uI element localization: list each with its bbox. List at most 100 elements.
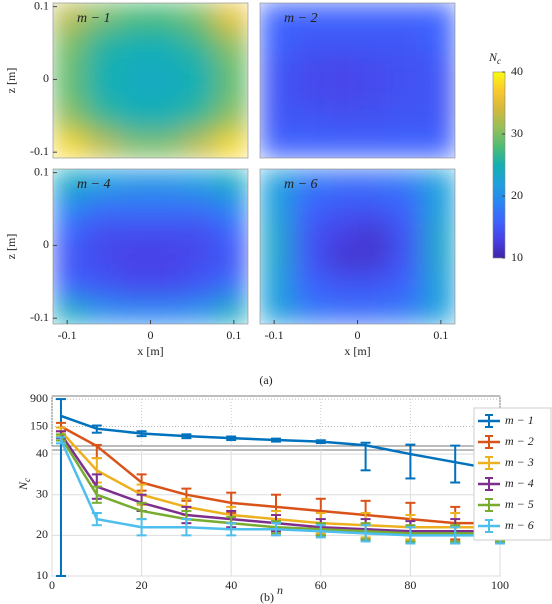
heatmap-cell <box>215 220 248 247</box>
heatmap-cell <box>292 272 326 299</box>
heatmap-cell <box>118 246 151 273</box>
x-axis-label: n <box>277 583 283 597</box>
heatmap-cell <box>215 106 248 133</box>
heatmap-cell <box>325 298 358 324</box>
heatmap-cell <box>85 169 119 196</box>
heatmap-cell <box>85 80 119 107</box>
y-tick-label: 20 <box>36 527 48 541</box>
panel-title: m − 4 <box>77 177 111 192</box>
heatmap-cell <box>292 246 326 273</box>
legend-label: m − 4 <box>505 476 534 490</box>
panel-frame <box>259 2 456 159</box>
panel-frame <box>52 2 249 159</box>
heatmap-cell <box>150 194 184 222</box>
label-main: N <box>16 481 30 491</box>
panel-title: m − 2 <box>284 11 318 26</box>
heatmap-cell <box>260 194 293 222</box>
heatmap-cell <box>422 28 455 56</box>
colorbar-tick-label: 40 <box>511 64 523 78</box>
heatmap-cell <box>150 298 184 324</box>
y-tick-label: 150 <box>30 418 48 432</box>
y-tick-label: -0.1 <box>30 144 49 158</box>
heatmap-cell <box>357 106 391 133</box>
heatmap-cell <box>325 3 358 30</box>
heatmap-cell <box>390 54 423 81</box>
x-tick-label: 0.1 <box>226 328 241 342</box>
heatmap-cell <box>260 272 293 299</box>
caption: (b) <box>260 590 274 604</box>
heatmap-cell <box>183 298 216 324</box>
colorbar <box>492 71 506 259</box>
heatmap-cell <box>150 3 184 30</box>
y-tick-label: 30 <box>36 486 48 500</box>
heatmap-cell <box>150 54 184 81</box>
y-tick-label: 900 <box>30 391 48 405</box>
heatmap-cell <box>118 272 151 299</box>
heatmap-cell <box>183 194 216 222</box>
y-tick-label: 0.1 <box>34 164 49 178</box>
heatmap-cell <box>53 80 86 107</box>
colorbar-tick-label: 30 <box>511 126 523 140</box>
heatmap-cell <box>183 246 216 273</box>
legend-label: m − 2 <box>505 434 534 448</box>
heatmap-cell <box>292 54 326 81</box>
heatmap-cell <box>85 220 119 247</box>
error-bar <box>271 437 281 443</box>
legend-box <box>473 407 552 541</box>
heatmap-cell <box>183 272 216 299</box>
heatmap-cell <box>215 169 248 196</box>
heatmap-cells <box>260 3 455 158</box>
error-bar <box>136 518 147 537</box>
heatmap-cell <box>390 246 423 273</box>
heatmap-cell <box>53 54 86 81</box>
heatmap-cell <box>215 246 248 273</box>
error-bar <box>315 439 326 445</box>
heatmap-cell <box>390 106 423 133</box>
heatmap-cell <box>325 272 358 299</box>
heatmap-cell <box>390 169 423 196</box>
heatmap-cell <box>422 3 455 30</box>
heatmap-cell <box>183 54 216 81</box>
heatmap-cell <box>390 80 423 107</box>
legend-label: m − 6 <box>505 518 534 532</box>
heatmap-cell <box>53 272 86 299</box>
heatmap-cell <box>422 298 455 324</box>
heatmap-cell <box>183 106 216 133</box>
label-sub: c <box>497 56 501 66</box>
heatmap-cell <box>357 80 391 107</box>
y-tick-label: 0.1 <box>34 0 49 12</box>
heatmap-cell <box>292 80 326 107</box>
heatmap-cell <box>260 106 293 133</box>
error-bar <box>91 512 102 527</box>
error-bar <box>136 430 147 438</box>
heatmap-cell <box>260 54 293 81</box>
heatmap-cell <box>292 194 326 222</box>
heatmap-cell <box>118 194 151 222</box>
x-tick-label: 0.1 <box>433 328 448 342</box>
y-axis-label: Nc <box>16 478 32 491</box>
panel-title: m − 1 <box>77 11 111 26</box>
heatmap-cell <box>260 28 293 56</box>
x-tick-label: 100 <box>491 578 509 592</box>
heatmap-cell <box>118 54 151 81</box>
heatmap-cell <box>118 80 151 107</box>
heatmap-cell <box>357 169 391 196</box>
error-bar <box>226 435 237 442</box>
error-bar <box>405 443 416 480</box>
heatmap-cell <box>390 28 423 56</box>
heatmap-cells <box>53 169 248 324</box>
heatmap-cell <box>422 272 455 299</box>
heatmap-cell <box>325 169 358 196</box>
heatmap-cell <box>357 54 391 81</box>
heatmap-cell <box>325 28 358 56</box>
error-bar <box>450 526 461 545</box>
heatmap-cell <box>85 246 119 273</box>
colorbar-label: Nc <box>488 50 501 66</box>
heatmap-cell <box>325 132 358 158</box>
heatmap-cell <box>150 28 184 56</box>
heatmap-cell <box>85 106 119 133</box>
heatmap-cell <box>215 298 248 324</box>
heatmap-cell <box>53 298 86 324</box>
heatmap-cells <box>53 3 248 158</box>
